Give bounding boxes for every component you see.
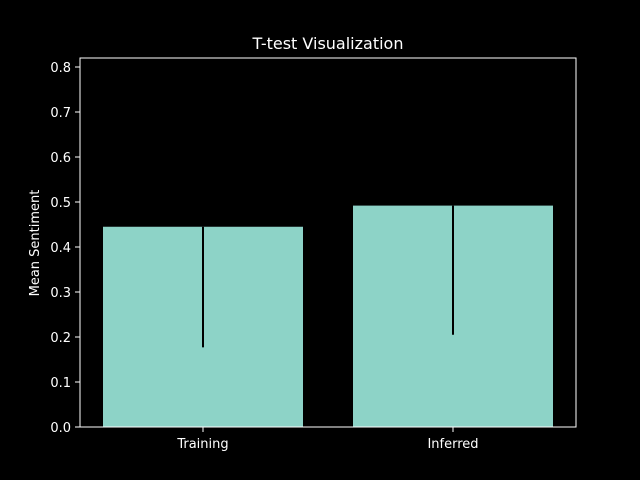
y-tick-label: 0.2 bbox=[50, 331, 71, 346]
y-tick-label: 0.7 bbox=[50, 106, 71, 121]
y-tick-label: 0.3 bbox=[50, 286, 71, 301]
y-tick-label: 0.5 bbox=[50, 196, 71, 211]
x-tick-label-inferred: Inferred bbox=[427, 437, 478, 452]
y-tick-label: 0.8 bbox=[50, 61, 71, 76]
y-tick-label: 0.1 bbox=[50, 376, 71, 391]
y-tick-label: 0.4 bbox=[50, 241, 71, 256]
x-tick-label-training: Training bbox=[176, 437, 228, 452]
chart-title: T-test Visualization bbox=[252, 34, 404, 53]
axes-frame bbox=[79, 57, 577, 428]
plot-area: Training Inferred 0.0 0.1 0.2 0.3 0.4 0.5 0.6 0.7… bbox=[50, 57, 577, 452]
y-axis-label: Mean Sentiment bbox=[28, 190, 43, 297]
y-tick-label: 0.6 bbox=[50, 151, 71, 166]
y-tick-label: 0.0 bbox=[50, 421, 71, 436]
